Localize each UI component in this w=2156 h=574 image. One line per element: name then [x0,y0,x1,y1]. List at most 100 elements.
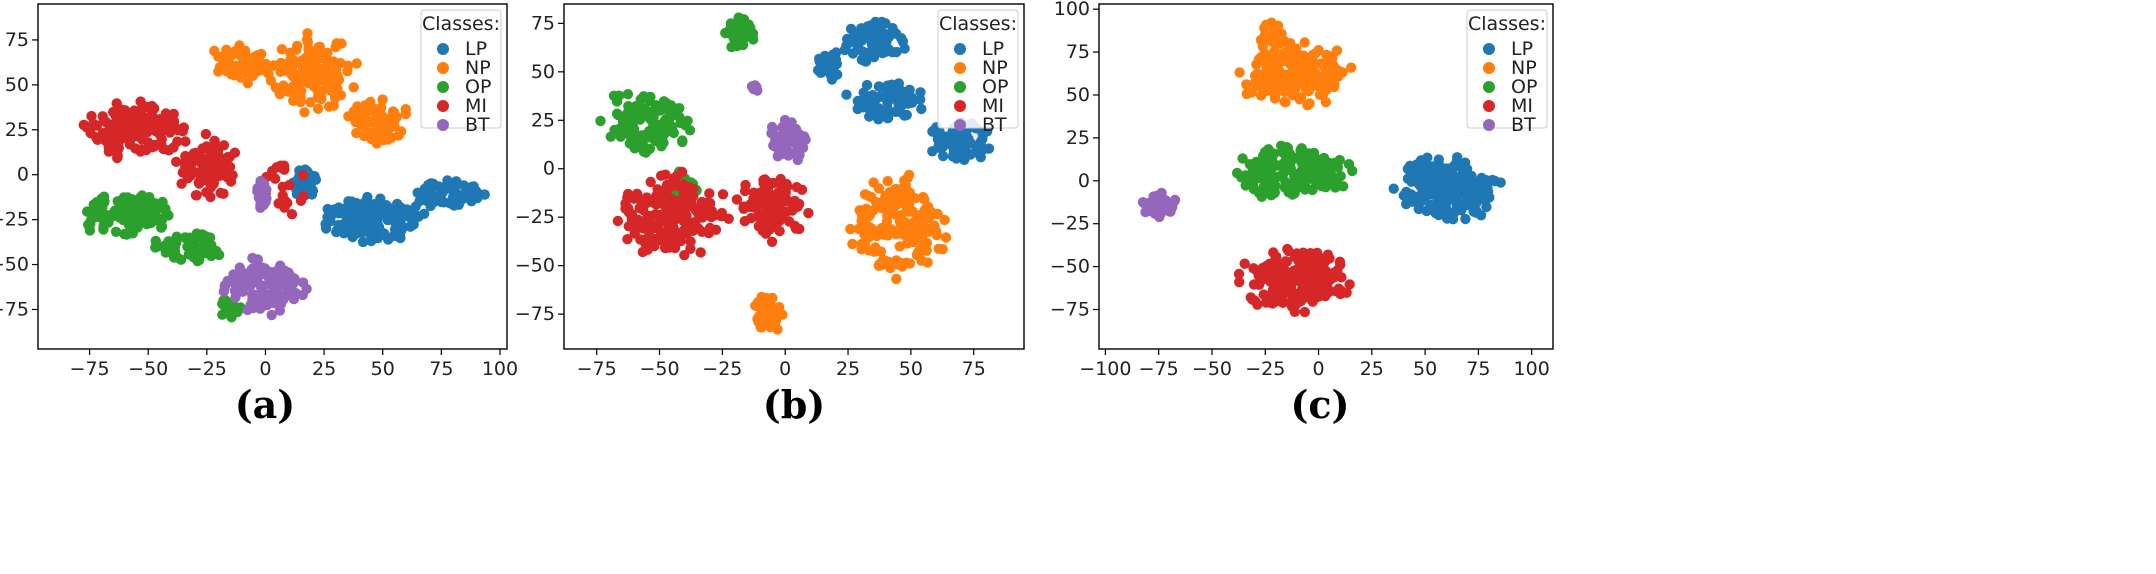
point-OP [157,196,168,208]
point-BT [287,280,298,291]
point-LP [894,93,905,104]
point-LP [422,188,434,199]
point-LP [853,35,865,46]
point-LP [1433,209,1445,221]
legend-marker-BT [1483,119,1495,131]
point-MI [100,135,111,146]
point-OP [88,208,99,220]
y-tick-label: 25 [1066,127,1090,149]
point-NP [1305,73,1317,85]
point-MI [171,156,182,167]
legend-box [420,9,502,129]
legend-marker-OP [1483,81,1495,93]
point-MI [1258,289,1270,300]
x-tick-label: −50 [1192,358,1232,380]
point-NP [868,177,879,188]
point-MI [188,148,200,159]
point-LP [906,92,917,103]
y-tick-label: 75 [531,12,555,34]
point-NP [1267,29,1278,41]
point-LP [325,209,336,220]
point-MI [110,124,122,135]
point-NP [927,209,938,220]
point-LP [320,218,331,230]
point-MI [775,173,786,185]
legend-label-BT: BT [982,114,1007,136]
point-MI [1293,292,1304,303]
point-OP [1316,180,1327,192]
point-BT [1168,196,1180,207]
x-tick-label: −75 [70,358,110,380]
point-OP [674,103,685,114]
point-NP [896,257,907,269]
point-OP [1260,168,1271,180]
point-LP [1427,175,1438,187]
point-MI [159,115,170,126]
point-NP [342,66,353,77]
x-tick-label: −75 [1139,358,1179,380]
point-MI [739,185,751,197]
point-LP [429,196,440,207]
point-NP [400,104,411,115]
point-LP [341,223,352,234]
legend-label-OP: OP [1511,76,1537,98]
point-MI [706,205,717,216]
point-MI [650,219,662,230]
point-MI [1271,257,1282,268]
point-NP [898,198,910,209]
point-BT [780,145,791,157]
point-OP [644,143,656,154]
point-NP [234,40,245,51]
point-MI [78,119,90,131]
point-MI [773,190,785,201]
point-NP [366,133,377,145]
point-MI [731,194,743,205]
point-MI [117,107,128,118]
point-NP [1310,48,1321,59]
y-tick-label: −75 [1050,299,1090,321]
y-tick-label: 25 [531,109,555,131]
point-NP [348,82,359,93]
point-NP [1257,82,1269,94]
point-LP [405,221,416,232]
y-tick-label: 75 [1066,41,1090,63]
point-NP [1246,87,1257,98]
series-MI [1233,243,1355,318]
series-BT [746,80,811,166]
point-MI [190,190,202,201]
point-MI [180,161,191,172]
point-LP [829,58,840,69]
point-OP [608,90,620,102]
point-MI [663,242,675,253]
point-MI [717,189,729,200]
point-MI [180,150,191,162]
point-MI [1264,276,1276,287]
x-tick-label: 0 [259,358,271,380]
point-NP [261,60,272,71]
point-NP [1299,37,1310,48]
legend-marker-BT [437,119,449,131]
point-NP [904,258,916,269]
point-OP [132,202,143,213]
point-BT [252,254,263,265]
point-OP [629,143,640,154]
point-NP [916,255,927,266]
point-MI [298,191,309,202]
point-NP [937,244,948,255]
point-MI [137,100,148,112]
point-LP [1448,207,1460,219]
point-NP [871,227,883,238]
x-tick-label: 0 [779,358,791,380]
point-NP [925,223,936,234]
point-LP [915,87,926,98]
legend-title: Classes: [1468,13,1546,35]
point-MI [752,211,764,222]
point-MI [209,135,220,147]
point-NP [1270,73,1281,85]
point-OP [744,30,756,41]
point-LP [1420,187,1432,198]
point-NP [322,80,333,92]
point-OP [126,218,138,230]
point-OP [232,306,243,318]
